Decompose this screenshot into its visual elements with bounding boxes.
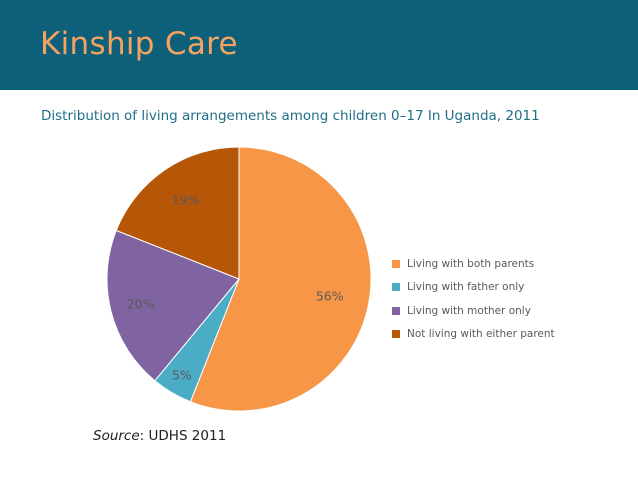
legend-label: Living with mother only <box>407 304 531 317</box>
chart-legend: Living with both parents Living with fath… <box>392 252 555 346</box>
slice-both-parents <box>189 146 372 412</box>
slice-mother-only <box>106 229 240 382</box>
legend-item-neither-parent: Not living with either parent <box>392 323 555 347</box>
chart-title: Distribution of living arrangements amon… <box>41 108 540 124</box>
legend-item-mother-only: Living with mother only <box>392 299 555 323</box>
legend-item-father-only: Living with father only <box>392 276 555 300</box>
header-bar: Kinship Care <box>0 0 638 90</box>
source-text: : UDHS 2011 <box>139 428 227 444</box>
label-neither-parent: 19% <box>172 192 200 207</box>
legend-label: Not living with either parent <box>407 328 555 341</box>
source-prefix: Source <box>93 428 140 444</box>
legend-swatch <box>392 330 400 339</box>
page-title: Kinship Care <box>40 26 238 62</box>
legend-label: Living with both parents <box>407 257 535 270</box>
slice-neither-parent <box>115 146 240 280</box>
label-both-parents: 56% <box>316 288 344 303</box>
legend-swatch <box>392 283 400 292</box>
legend-swatch <box>392 259 400 268</box>
source-note: Source: UDHS 2011 <box>93 428 226 444</box>
legend-swatch <box>392 306 400 315</box>
label-father-only: 5% <box>172 368 192 383</box>
legend-item-both-parents: Living with both parents <box>392 252 555 276</box>
label-mother-only: 20% <box>127 296 155 311</box>
legend-label: Living with father only <box>407 281 525 294</box>
